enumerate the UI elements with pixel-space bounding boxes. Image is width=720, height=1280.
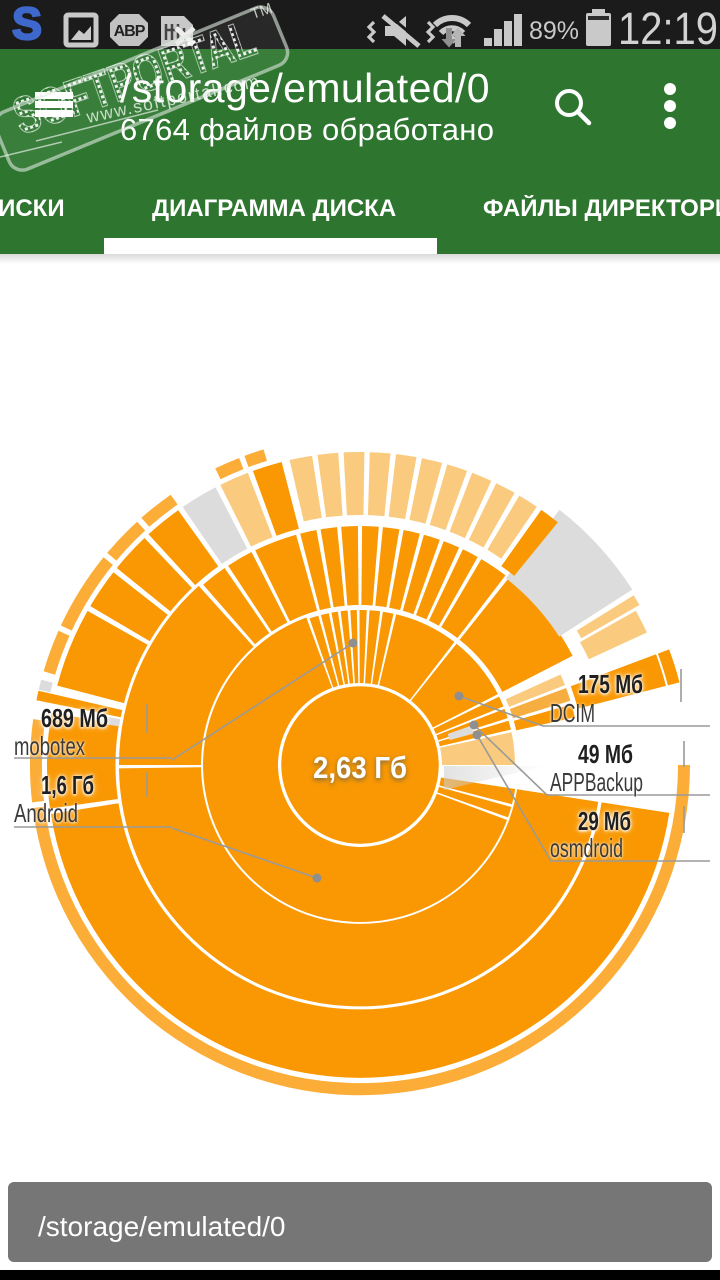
svg-text:689 Мб: 689 Мб [41, 703, 108, 733]
svg-text:APPBackup: APPBackup [550, 767, 643, 797]
svg-text:49 Мб: 49 Мб [578, 739, 633, 769]
svg-text:2,63 Гб: 2,63 Гб [313, 750, 407, 785]
svg-text:TM: TM [249, 0, 275, 23]
svg-text:S: S [12, 0, 42, 49]
svg-text:1,6 Гб: 1,6 Гб [41, 770, 94, 800]
svg-text:89%: 89% [529, 17, 579, 45]
svg-text:Android: Android [14, 798, 78, 828]
svg-text:mobotex: mobotex [14, 731, 85, 761]
svg-text:DCIM: DCIM [550, 698, 595, 728]
svg-text:osmdroid: osmdroid [550, 833, 623, 863]
svg-text:29 Мб: 29 Мб [578, 806, 631, 836]
svg-text:ABP: ABP [114, 23, 146, 40]
svg-text:175 Мб: 175 Мб [578, 669, 643, 699]
svg-text:12:19: 12:19 [618, 3, 718, 49]
